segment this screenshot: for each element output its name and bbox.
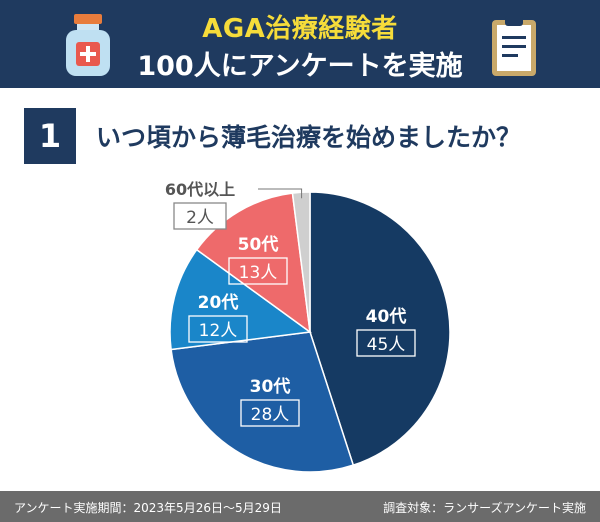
survey-target: 調査対象：ランサーズアンケート実施 [383, 501, 586, 515]
slice-category-label: 20代 [198, 292, 239, 313]
slice-value-label: 2人 [186, 208, 214, 228]
value-box [240, 399, 300, 427]
slice-value-label: 12人 [199, 321, 238, 341]
pie-slice-1 [170, 331, 355, 473]
value-box [356, 329, 416, 357]
slice-category-label: 40代 [366, 306, 407, 327]
slice-category-label: 30代 [250, 376, 291, 397]
leader-line [258, 188, 303, 199]
value-box [173, 202, 227, 230]
question-number: 1 [24, 108, 76, 164]
value-box [188, 315, 248, 343]
pie-slice-2 [169, 248, 312, 351]
value-box [228, 257, 288, 285]
question-text: いつ頃から薄毛治療を始めましたか？ [96, 123, 522, 152]
header-subtitle: 100人にアンケートを実施 [137, 51, 463, 82]
slice-category-label: 50代 [238, 234, 279, 255]
slice-label-group-4: 60代以上 2人 [165, 180, 303, 230]
slice-category-label: 60代以上 [165, 180, 235, 199]
slice-value-label: 45人 [367, 335, 406, 355]
header-title: AGA治療経験者 [202, 14, 398, 44]
footer-bar: アンケート実施期間：2023年5月26日〜5月29日 調査対象：ランサーズアンケ… [0, 491, 600, 522]
pie-slice-0 [309, 191, 451, 467]
clipboard-icon [492, 16, 536, 76]
slice-value-label: 28人 [251, 405, 290, 425]
header-banner: AGA治療経験者 100人にアンケートを実施 [0, 0, 600, 88]
medicine-bottle-icon [66, 14, 110, 76]
slice-value-label: 13人 [239, 263, 278, 283]
survey-period: アンケート実施期間：2023年5月26日〜5月29日 [14, 501, 282, 515]
